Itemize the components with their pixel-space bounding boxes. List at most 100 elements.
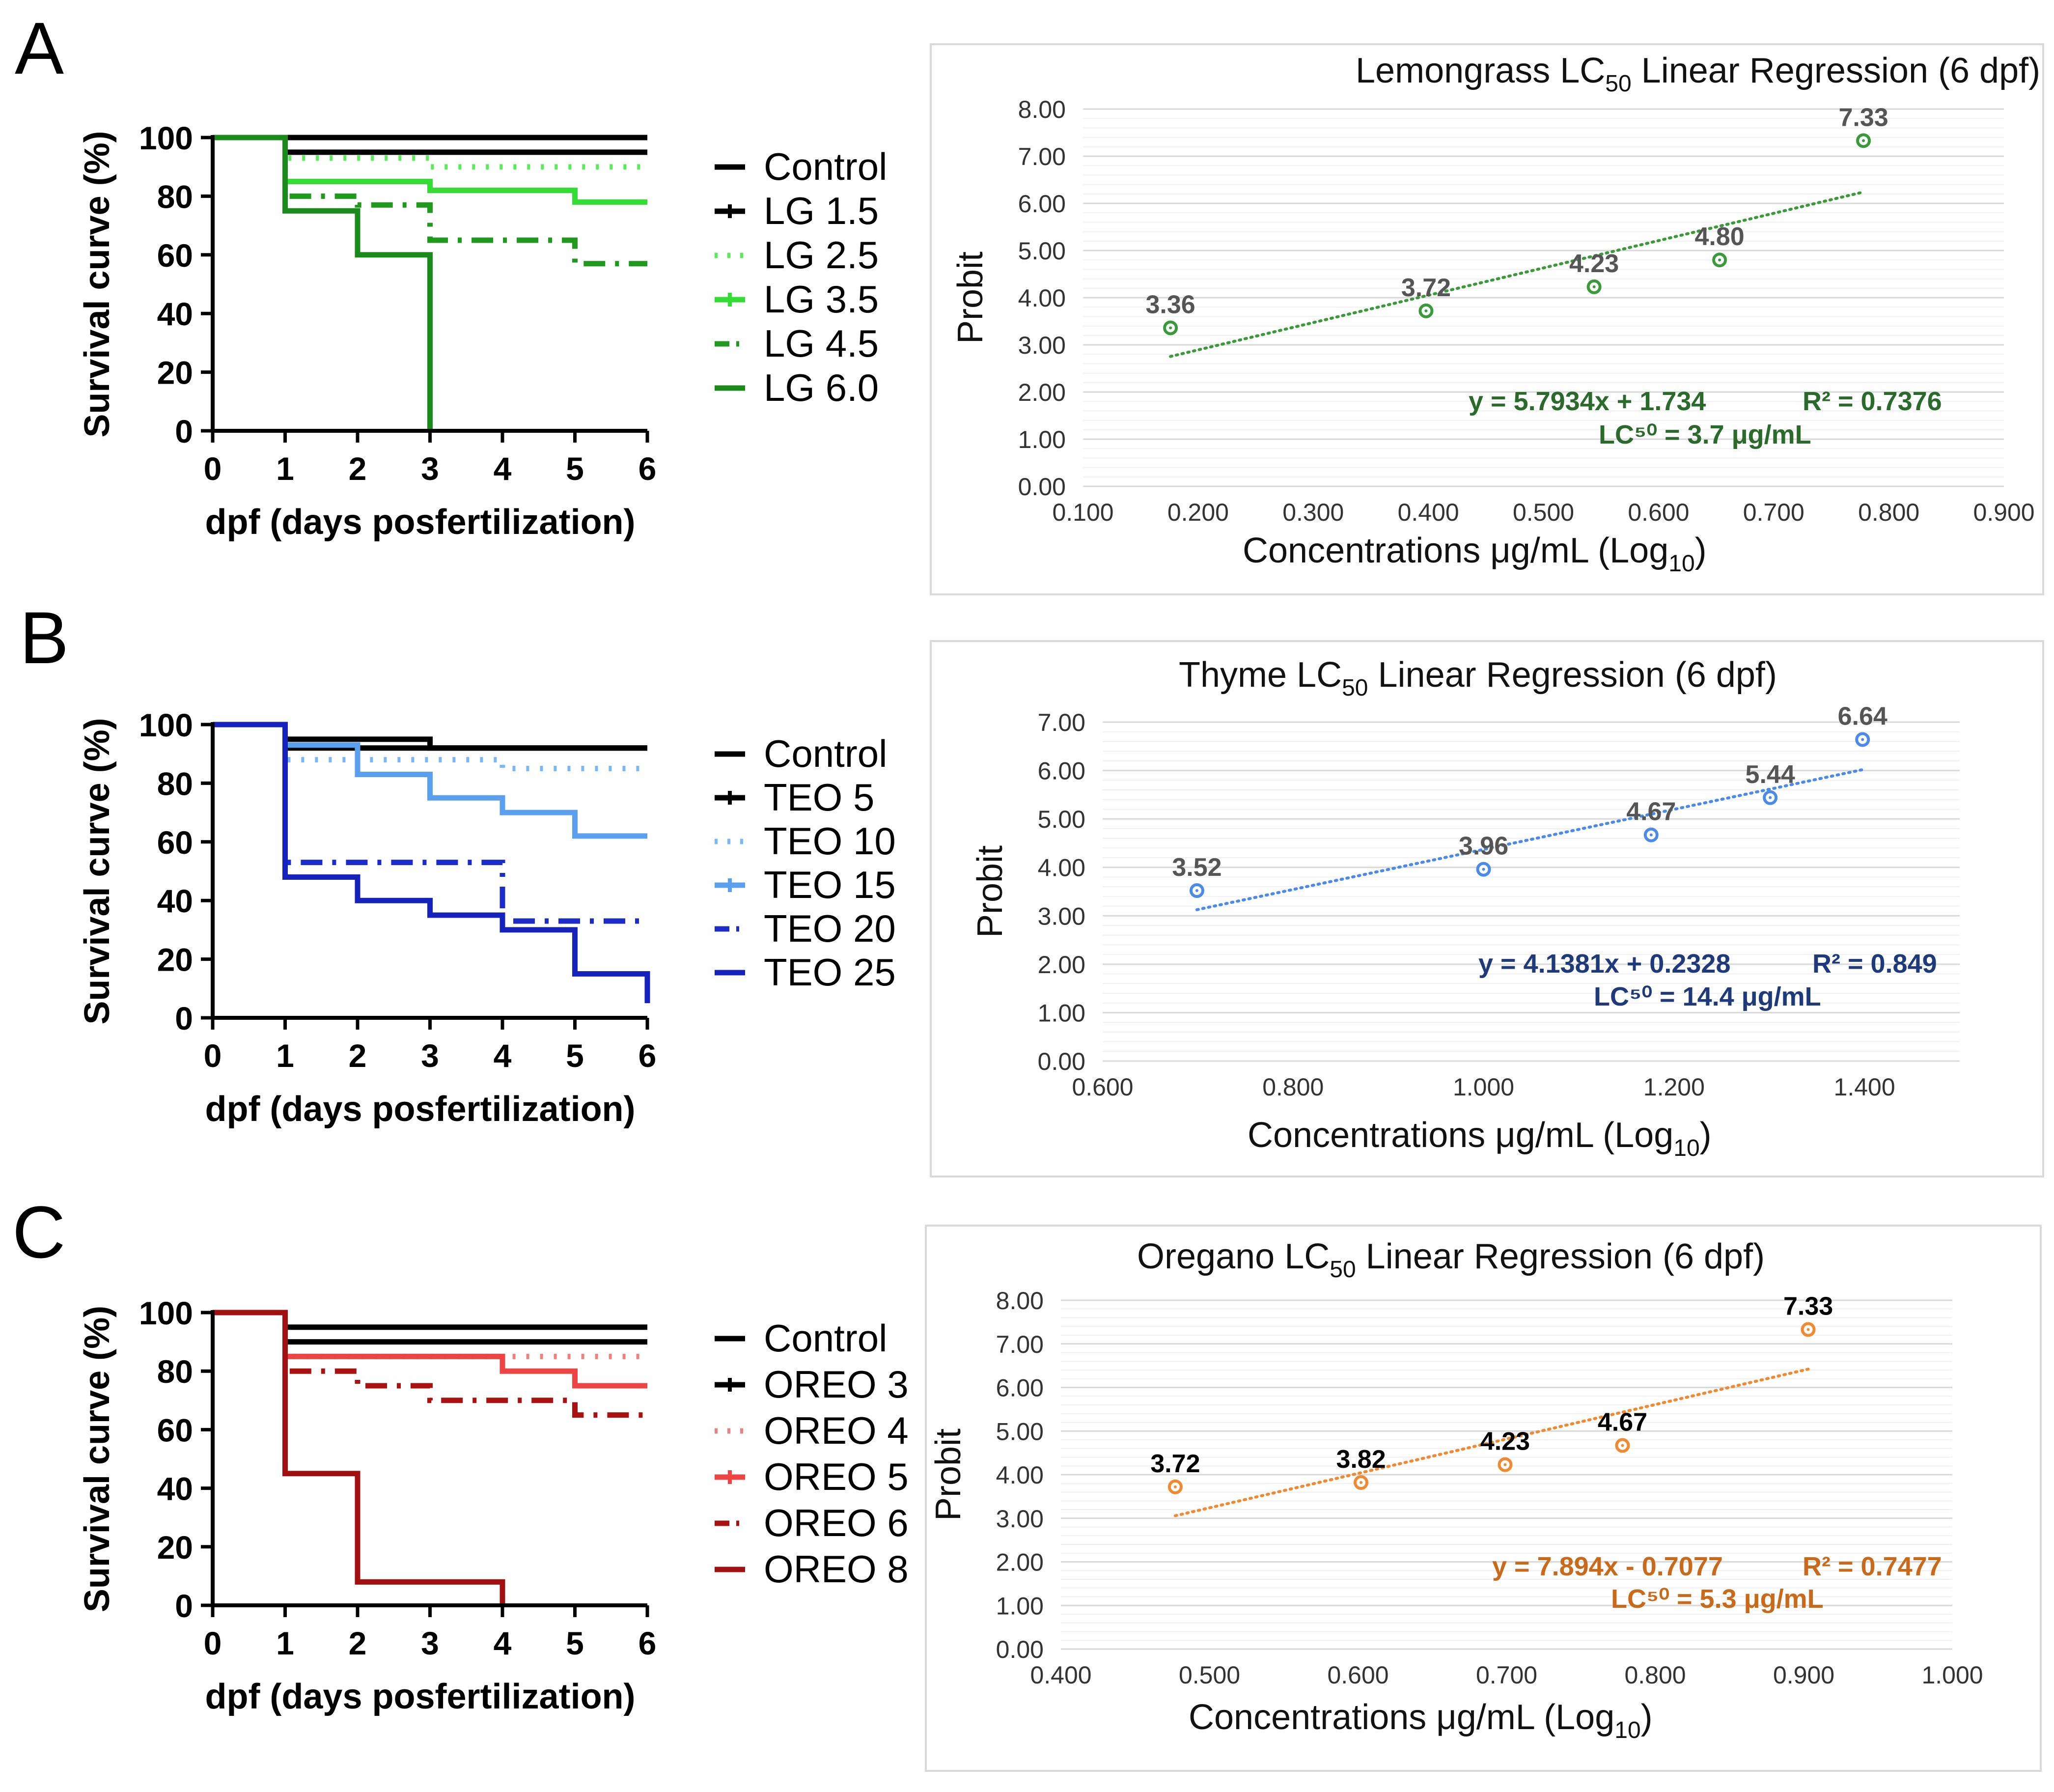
legend-label: OREO 4 [764, 1409, 909, 1452]
data-point-center [1806, 1328, 1810, 1331]
y-axis-title: Probit [971, 845, 1010, 938]
y-tick-label: 4.00 [1038, 854, 1085, 882]
panel-label-a: A [15, 7, 64, 89]
x-tick-label: 0 [204, 1037, 222, 1074]
regression-chart-lemongrass: Lemongrass LC50 Linear Regression (6 dpf… [951, 51, 2040, 577]
data-label: 3.82 [1336, 1445, 1386, 1474]
y-tick-label: 6.00 [1038, 757, 1085, 785]
trendline [1173, 1368, 1810, 1517]
y-tick-label: 6.00 [1018, 190, 1066, 218]
x-tick-label: 1 [276, 1037, 294, 1074]
y-axis-title: Survival curve (%) [78, 1306, 117, 1612]
lc50-value: LC⁵⁰ = 3.7 μg/mL [1599, 420, 1811, 449]
y-tick-label: 80 [157, 765, 193, 802]
x-tick-label: 0.700 [1743, 499, 1804, 526]
legend-label: TEO 25 [764, 951, 896, 994]
trendline [1195, 768, 1864, 911]
y-tick-label: 80 [157, 1353, 193, 1390]
x-tick-label: 1 [276, 450, 294, 487]
y-axis-title: Survival curve (%) [78, 718, 117, 1024]
data-point-center [1173, 1485, 1177, 1488]
data-point-center [1482, 868, 1485, 871]
regression-equation: y = 4.1381x + 0.2328 [1478, 949, 1730, 979]
y-tick-label: 4.00 [1018, 284, 1066, 312]
x-tick-label: 6 [638, 1625, 657, 1661]
regression-frame-oregano [925, 1225, 2042, 1772]
legend-label: OREO 6 [764, 1501, 909, 1544]
data-label: 7.33 [1783, 1292, 1833, 1320]
regression-chart-thyme: Thyme LC50 Linear Regression (6 dpf) 0.00… [971, 655, 1960, 1161]
data-point-center [1503, 1463, 1507, 1466]
x-tick-label: 0.800 [1624, 1661, 1686, 1689]
x-tick-label: 5 [566, 1625, 584, 1661]
data-point-center [1621, 1444, 1624, 1447]
legend-label: LG 6.0 [764, 366, 879, 409]
x-tick-label: 6 [638, 450, 657, 487]
data-point-center [1424, 309, 1428, 312]
y-tick-label: 5.00 [996, 1418, 1044, 1445]
chart-title: Oregano LC50 Linear Regression (6 dpf) [1137, 1237, 1765, 1283]
trendline [1169, 190, 1865, 358]
data-label: 3.72 [1401, 274, 1451, 302]
y-tick-label: 100 [139, 120, 193, 156]
y-tick-label: 3.00 [1018, 332, 1066, 359]
x-axis-title: Concentrations μg/mL (Log10) [1248, 1116, 1712, 1161]
survival-series-lg-2-5 [213, 135, 647, 170]
chart-title: Thyme LC50 Linear Regression (6 dpf) [1179, 655, 1777, 701]
regression-frame-lemongrass [930, 43, 2044, 595]
y-tick-label: 20 [157, 355, 193, 391]
survival-series-teo-25 [213, 722, 650, 1004]
data-point-center [1862, 139, 1865, 142]
x-axis-title: dpf (days posfertilization) [205, 1090, 635, 1129]
regression-frame-thyme [930, 640, 2044, 1177]
y-tick-label: 5.00 [1018, 237, 1066, 265]
x-tick-label: 2 [349, 1625, 367, 1661]
x-axis-title: Concentrations μg/mL (Log10) [1189, 1698, 1653, 1743]
x-tick-label: 0.800 [1262, 1073, 1324, 1101]
data-label: 5.44 [1746, 760, 1795, 789]
x-tick-label: 1.000 [1453, 1073, 1514, 1101]
survival-series-lg-3-5 [213, 135, 647, 205]
data-label: 4.23 [1480, 1428, 1530, 1456]
legend-label: OREO 8 [764, 1547, 909, 1591]
data-point-center [1195, 889, 1198, 893]
survival-series-teo-10 [213, 722, 647, 772]
x-tick-label: 5 [566, 1037, 584, 1074]
y-tick-label: 4.00 [996, 1461, 1044, 1489]
x-tick-label: 0.500 [1179, 1661, 1240, 1689]
data-label: 4.80 [1694, 223, 1744, 251]
legend-label: LG 2.5 [764, 233, 879, 277]
y-tick-label: 40 [157, 883, 193, 919]
legend-label: LG 4.5 [764, 322, 879, 365]
x-tick-label: 0.800 [1858, 499, 1919, 526]
x-axis-title: dpf (days posfertilization) [205, 503, 635, 542]
x-tick-label: 0.400 [1030, 1661, 1091, 1689]
y-tick-label: 7.00 [1038, 709, 1085, 736]
data-label: 3.36 [1146, 290, 1195, 319]
data-label: 3.96 [1459, 832, 1508, 861]
x-tick-label: 4 [494, 450, 512, 487]
y-tick-label: 60 [157, 237, 193, 274]
legend-label: TEO 15 [764, 863, 896, 906]
y-tick-label: 0 [175, 1588, 193, 1624]
y-tick-label: 5.00 [1038, 806, 1085, 833]
y-tick-label: 3.00 [996, 1505, 1044, 1533]
y-tick-label: 1.00 [996, 1592, 1044, 1620]
data-label: 7.33 [1838, 103, 1888, 132]
y-tick-label: 7.00 [996, 1331, 1044, 1358]
data-point-center [1861, 738, 1864, 741]
r-squared: R² = 0.7477 [1803, 1552, 1942, 1581]
y-tick-label: 8.00 [996, 1287, 1044, 1315]
legend-label: TEO 5 [764, 776, 874, 819]
x-axis-title: Concentrations μg/mL (Log10) [1243, 531, 1707, 577]
x-tick-label: 3 [421, 450, 439, 487]
y-tick-label: 7.00 [1018, 143, 1066, 170]
y-tick-label: 8.00 [1018, 96, 1066, 123]
y-tick-label: 60 [157, 824, 193, 861]
x-tick-label: 1 [276, 1625, 294, 1661]
y-tick-label: 80 [157, 178, 193, 215]
y-tick-label: 6.00 [996, 1374, 1044, 1402]
x-tick-label: 0.900 [1973, 499, 2034, 526]
x-tick-label: 6 [638, 1037, 657, 1074]
